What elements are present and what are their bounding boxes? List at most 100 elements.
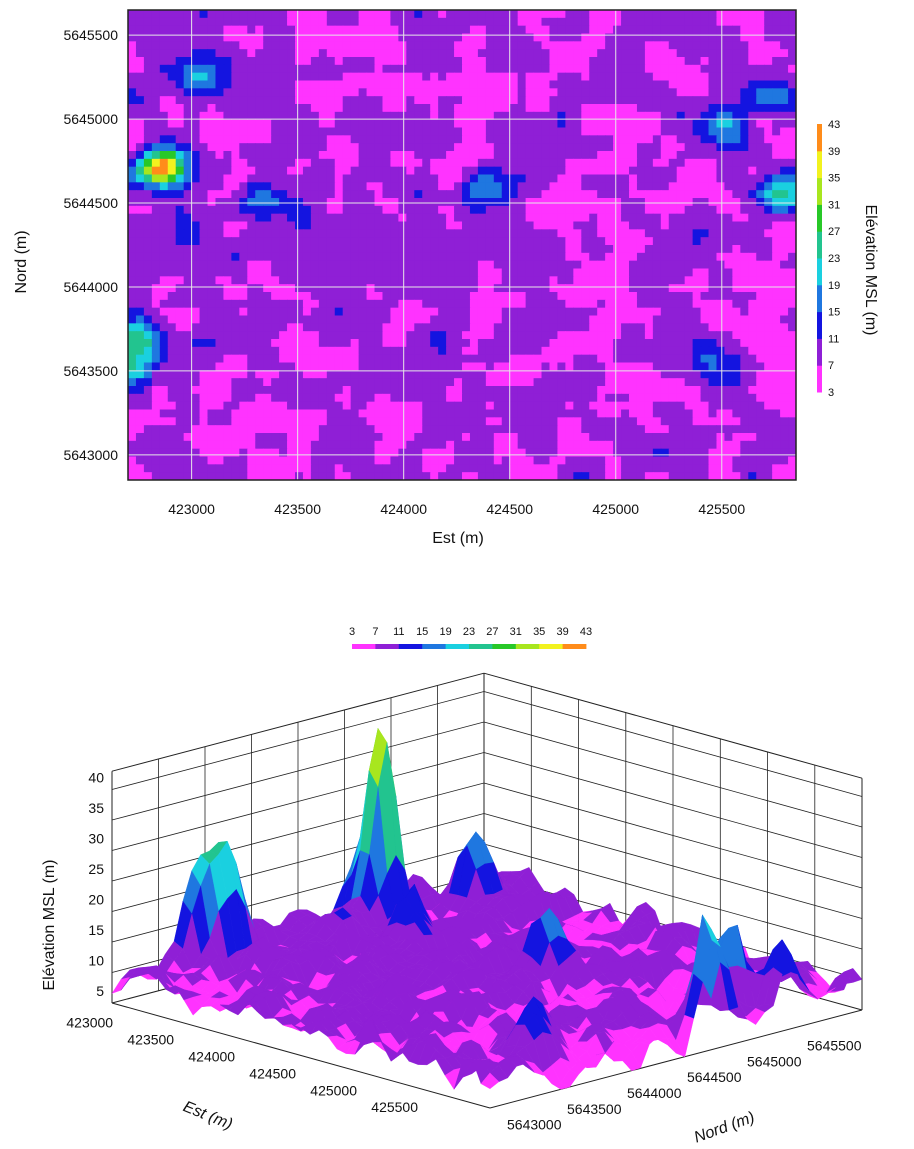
y-axis-label: Nord (m) <box>13 230 30 293</box>
y-axis-label-3d: Nord (m) <box>692 1109 757 1147</box>
contour-map-chart: 5645500 5645000 5644500 5644000 5643500 56430… <box>13 9 879 547</box>
h-colorbar-tick-label: 31 <box>510 626 522 638</box>
box-edge <box>483 813 863 919</box>
colorbar-tick-label: 27 <box>828 226 840 238</box>
x-tick-labels: 423000 423500 424000 424500 425000 425500 <box>168 501 745 517</box>
z-tick-label: 5 <box>96 983 104 999</box>
colorbar-tick-label: 15 <box>828 307 840 319</box>
colorbar-label: Elévation MSL (m) <box>862 205 879 336</box>
h-colorbar-segment <box>492 644 517 649</box>
z-tick-label: 10 <box>88 952 104 968</box>
x-tick-label-3d: 425500 <box>371 1099 418 1115</box>
colorbar-segment <box>817 258 822 286</box>
x-tick-label: 425500 <box>698 501 745 517</box>
z-tick-label: 20 <box>88 891 104 907</box>
h-colorbar-segment <box>515 644 540 649</box>
colorbar-segment <box>817 231 822 259</box>
colorbar-tick-label: 23 <box>828 253 840 265</box>
grid-lines <box>128 10 796 480</box>
colorbar: 43 39 35 31 27 23 19 15 11 7 3 <box>817 119 840 399</box>
z-tick-label: 25 <box>88 861 104 877</box>
surface-mesh <box>111 727 863 1090</box>
colorbar-segment <box>817 124 822 152</box>
surface-face <box>111 976 131 994</box>
h-colorbar-tick-label: 19 <box>439 626 451 638</box>
colorbar-tick-label: 19 <box>828 280 840 292</box>
y-tick-label-3d: 5645500 <box>807 1038 862 1054</box>
colorbar-segment <box>817 365 822 393</box>
h-colorbar-segment <box>422 644 446 649</box>
surface-face <box>480 1072 500 1090</box>
colorbar-segment <box>817 150 822 179</box>
box-edge <box>111 752 485 851</box>
h-colorbar-segment <box>375 644 400 649</box>
y-tick-labels: 5645500 5645000 5644500 5644000 5643500 56430… <box>63 27 118 463</box>
h-colorbar-segment <box>352 644 376 649</box>
z-tick-label: 30 <box>88 830 104 846</box>
box-edge <box>483 721 863 828</box>
colorbar-segment <box>817 338 822 366</box>
x-tick-label: 423500 <box>274 501 321 517</box>
y-tick-label: 5645500 <box>63 27 118 43</box>
box-edge <box>111 782 485 882</box>
h-colorbar-segment <box>398 644 423 649</box>
y-tick-label: 5643500 <box>63 363 118 379</box>
y-tick-label-3d: 5643000 <box>507 1117 562 1133</box>
box-edge <box>483 691 863 797</box>
contour-field <box>128 10 796 480</box>
box-edge <box>489 1009 863 1109</box>
plot-frame <box>127 9 797 481</box>
h-colorbar-tick-label: 7 <box>372 626 378 638</box>
z-tick-label: 15 <box>88 922 104 938</box>
box-edge <box>483 843 863 950</box>
colorbar-tick-label: 31 <box>828 199 840 211</box>
colorbar-tick-label: 3 <box>828 387 834 399</box>
y-tick-label-3d: 5644500 <box>687 1069 742 1085</box>
h-colorbar-tick-label: 35 <box>533 626 545 638</box>
x-tick-label-3d: 423500 <box>127 1032 174 1048</box>
h-colorbar-segment <box>562 644 587 649</box>
x-tick-label-3d: 425000 <box>310 1082 357 1098</box>
box-edge <box>111 813 485 912</box>
y-tick-label: 5644500 <box>63 195 118 211</box>
box-edge <box>111 691 485 790</box>
h-colorbar-tick-label: 27 <box>486 626 498 638</box>
x-tick-label: 424500 <box>486 501 533 517</box>
y-tick-label-3d: 5643500 <box>567 1101 622 1117</box>
colorbar-segment <box>817 204 822 232</box>
y-tick-label: 5644000 <box>63 279 118 295</box>
x-tick-label-3d: 423000 <box>66 1015 113 1031</box>
h-colorbar-tick-label: 3 <box>349 626 355 638</box>
y-tick-label-3d: 5645000 <box>747 1053 802 1069</box>
y-tick-label: 5645000 <box>63 111 118 127</box>
x-axis-label-3d: Est (m) <box>181 1098 235 1133</box>
box-edge <box>111 843 485 943</box>
horizontal-colorbar: 3 7 11 15 19 23 27 31 35 39 43 <box>349 626 592 649</box>
colorbar-segment <box>817 311 822 339</box>
z-axis-label: Elévation MSL (m) <box>41 860 58 991</box>
box-edge <box>111 721 485 821</box>
x-axis-label: Est (m) <box>432 530 484 547</box>
x-tick-label: 425000 <box>592 501 639 517</box>
x-tick-label-3d: 424000 <box>188 1048 235 1064</box>
h-colorbar-tick-label: 15 <box>416 626 428 638</box>
h-colorbar-tick-label: 23 <box>463 626 475 638</box>
axis-ticks-3d: 40 35 30 25 20 15 10 5 423000 423500 424000 424500 4… <box>66 769 861 1132</box>
h-colorbar-tick-label: 11 <box>393 626 404 638</box>
colorbar-tick-label: 7 <box>828 360 834 372</box>
y-tick-label-3d: 5644000 <box>627 1085 682 1101</box>
box-edge <box>483 782 863 889</box>
h-colorbar-tick-label: 43 <box>580 626 592 638</box>
colorbar-segment <box>817 284 822 313</box>
x-tick-label-3d: 424500 <box>249 1065 296 1081</box>
x-tick-label: 424000 <box>380 501 427 517</box>
y-tick-label: 5643000 <box>63 447 118 463</box>
h-colorbar-segment <box>445 644 470 649</box>
h-colorbar-segment <box>539 644 563 649</box>
colorbar-tick-label: 11 <box>828 333 839 345</box>
z-tick-label: 40 <box>88 769 104 785</box>
colorbar-tick-label: 39 <box>828 146 840 158</box>
z-tick-label: 35 <box>88 800 104 816</box>
